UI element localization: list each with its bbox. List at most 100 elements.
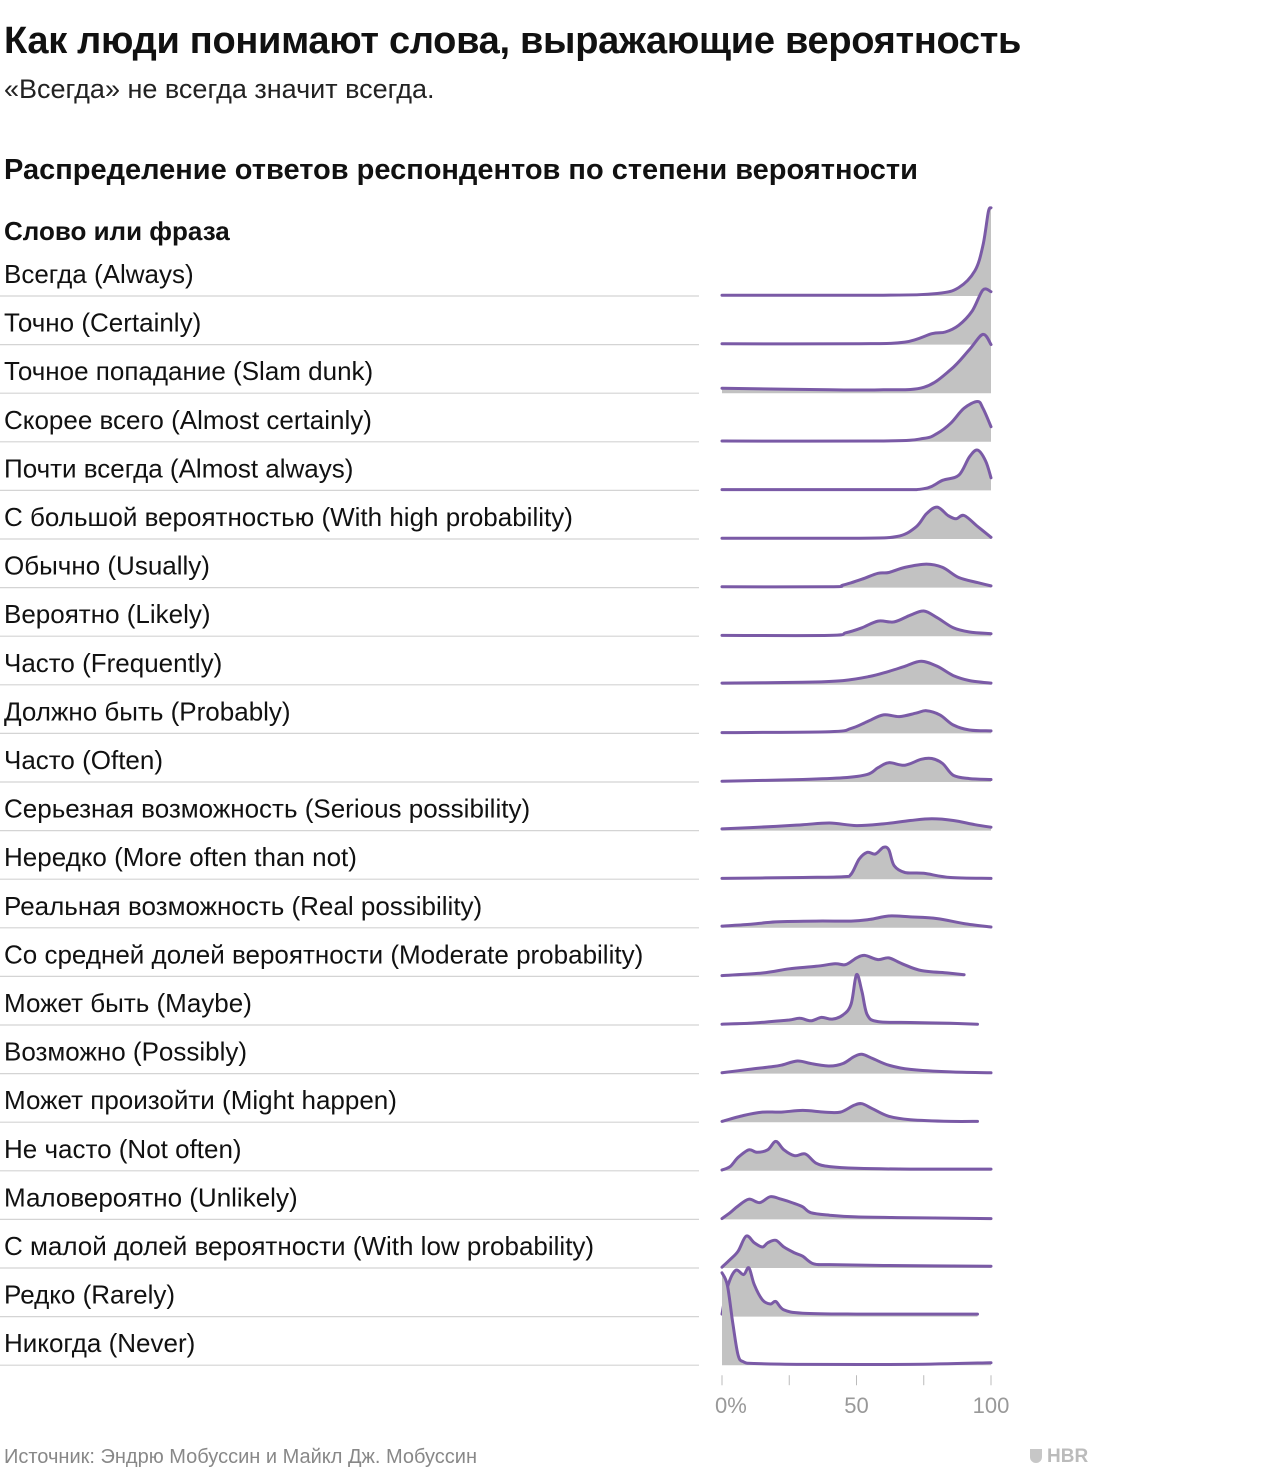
ridge-row: Никогда (Never) xyxy=(0,1271,993,1367)
row-label: Может быть (Maybe) xyxy=(4,988,252,1018)
ridge-row: Может быть (Maybe) xyxy=(0,972,979,1026)
row-label: Никогда (Never) xyxy=(4,1328,195,1358)
x-tick-label: 0% xyxy=(715,1393,747,1418)
row-label: Почти всегда (Almost always) xyxy=(4,453,353,483)
density-line xyxy=(720,1234,993,1269)
x-tick-label: 50 xyxy=(844,1393,868,1418)
row-label: Обычно (Usually) xyxy=(4,551,210,581)
row-label: Может произойти (Might happen) xyxy=(4,1085,397,1115)
row-label: Скорее всего (Almost certainly) xyxy=(4,405,372,435)
row-label: Вероятно (Likely) xyxy=(4,599,211,629)
ridge-row: Скорее всего (Almost certainly) xyxy=(0,400,993,443)
density-line xyxy=(720,1195,993,1221)
density-area xyxy=(722,1235,991,1268)
ridge-row: Должно быть (Probably) xyxy=(0,696,993,735)
density-area xyxy=(722,758,991,782)
row-label: Всегда (Always) xyxy=(4,259,194,289)
row-label: Не часто (Not often) xyxy=(4,1134,242,1164)
density-line xyxy=(720,914,993,929)
density-area xyxy=(722,1272,991,1366)
ridge-row: Обычно (Usually) xyxy=(0,551,993,589)
density-area xyxy=(722,207,991,296)
density-area xyxy=(722,846,991,880)
density-line xyxy=(720,206,993,297)
density-area xyxy=(722,450,991,491)
density-line xyxy=(720,400,993,443)
ridge-row: Серьезная возможность (Serious possibili… xyxy=(0,794,993,832)
rows-group: Всегда (Always) Точно (Certainly) Точное п… xyxy=(0,206,993,1367)
row-label: Нередко (More often than not) xyxy=(4,842,357,872)
density-line xyxy=(720,845,993,880)
section-title: Распределение ответов респондентов по ст… xyxy=(4,154,918,186)
row-label: С малой долей вероятности (With low prob… xyxy=(4,1231,594,1261)
ridge-row: Маловероятно (Unlikely) xyxy=(0,1182,993,1221)
row-label: Реальная возможность (Real possibility) xyxy=(4,891,482,921)
density-line xyxy=(720,287,993,346)
ridge-row: Вероятно (Likely) xyxy=(0,599,993,638)
row-label: Часто (Often) xyxy=(4,745,163,775)
density-area xyxy=(722,1141,991,1171)
row-label: Часто (Frequently) xyxy=(4,648,222,678)
ridge-row: Редко (Rarely) xyxy=(0,1266,979,1318)
density-line xyxy=(720,332,993,392)
density-line xyxy=(720,756,993,783)
hbr-logo-text: HBR xyxy=(1047,1446,1089,1467)
density-area xyxy=(722,1054,991,1074)
density-area xyxy=(722,610,991,637)
x-axis: 0% 50 100 xyxy=(715,1375,1009,1418)
chart-subtitle: «Всегда» не всегда значит всегда. xyxy=(4,74,435,104)
shield-icon xyxy=(1030,1449,1042,1463)
ridge-row: Всегда (Always) xyxy=(0,206,993,297)
ridge-row: Со средней долей вероятности (Moderate p… xyxy=(0,939,966,978)
ridge-row: Не часто (Not often) xyxy=(0,1134,993,1172)
ridge-row: Почти всегда (Almost always) xyxy=(0,448,993,492)
density-line xyxy=(720,1102,979,1123)
ridge-row: С малой долей вероятности (With low prob… xyxy=(0,1231,993,1269)
column-header: Слово или фраза xyxy=(4,216,230,246)
density-area xyxy=(722,710,991,734)
ridge-row: Возможно (Possibly) xyxy=(0,1037,993,1075)
density-line xyxy=(720,817,993,831)
row-label: Редко (Rarely) xyxy=(4,1280,175,1310)
density-line xyxy=(720,972,979,1026)
density-area xyxy=(722,401,991,442)
density-area xyxy=(722,974,978,1025)
density-line xyxy=(720,1266,979,1316)
density-area xyxy=(722,334,991,394)
density-line xyxy=(720,953,966,978)
ridge-row: Точное попадание (Slam dunk) xyxy=(0,332,993,394)
density-line xyxy=(720,505,993,540)
ridge-row: Реальная возможность (Real possibility) xyxy=(0,891,993,929)
ridge-row: Может произойти (Might happen) xyxy=(0,1085,979,1123)
row-label: Точно (Certainly) xyxy=(4,308,201,338)
density-line xyxy=(720,659,993,685)
density-line xyxy=(720,1052,993,1075)
x-tick-label: 100 xyxy=(973,1393,1010,1418)
density-area xyxy=(722,507,991,539)
row-label: Возможно (Possibly) xyxy=(4,1037,247,1067)
chart-title: Как люди понимают слова, выражающие веро… xyxy=(4,20,1022,62)
density-area xyxy=(722,1103,978,1123)
row-label: Маловероятно (Unlikely) xyxy=(4,1182,298,1212)
density-area xyxy=(722,288,991,345)
density-line xyxy=(720,1271,993,1367)
row-label: Точное попадание (Slam dunk) xyxy=(4,356,373,386)
ridge-row: Часто (Often) xyxy=(0,745,993,783)
density-line xyxy=(720,448,993,492)
row-label: Должно быть (Probably) xyxy=(4,696,291,726)
source-note: Источник: Эндрю Мобуссин и Майкл Дж. Моб… xyxy=(4,1446,477,1468)
ridge-row: С большой вероятностью (With high probab… xyxy=(0,502,993,540)
row-label: Со средней долей вероятности (Moderate p… xyxy=(4,939,643,969)
density-line xyxy=(720,1139,993,1172)
density-line xyxy=(720,609,993,638)
density-area xyxy=(722,564,991,588)
ridge-row: Точно (Certainly) xyxy=(0,287,993,346)
ridge-row: Часто (Frequently) xyxy=(0,648,993,686)
density-area xyxy=(722,818,991,831)
hbr-logo: HBR xyxy=(1030,1446,1088,1468)
density-area xyxy=(722,1267,978,1317)
row-label: Серьезная возможность (Serious possibili… xyxy=(4,794,530,824)
row-label: С большой вероятностью (With high probab… xyxy=(4,502,573,532)
density-line xyxy=(720,562,993,589)
